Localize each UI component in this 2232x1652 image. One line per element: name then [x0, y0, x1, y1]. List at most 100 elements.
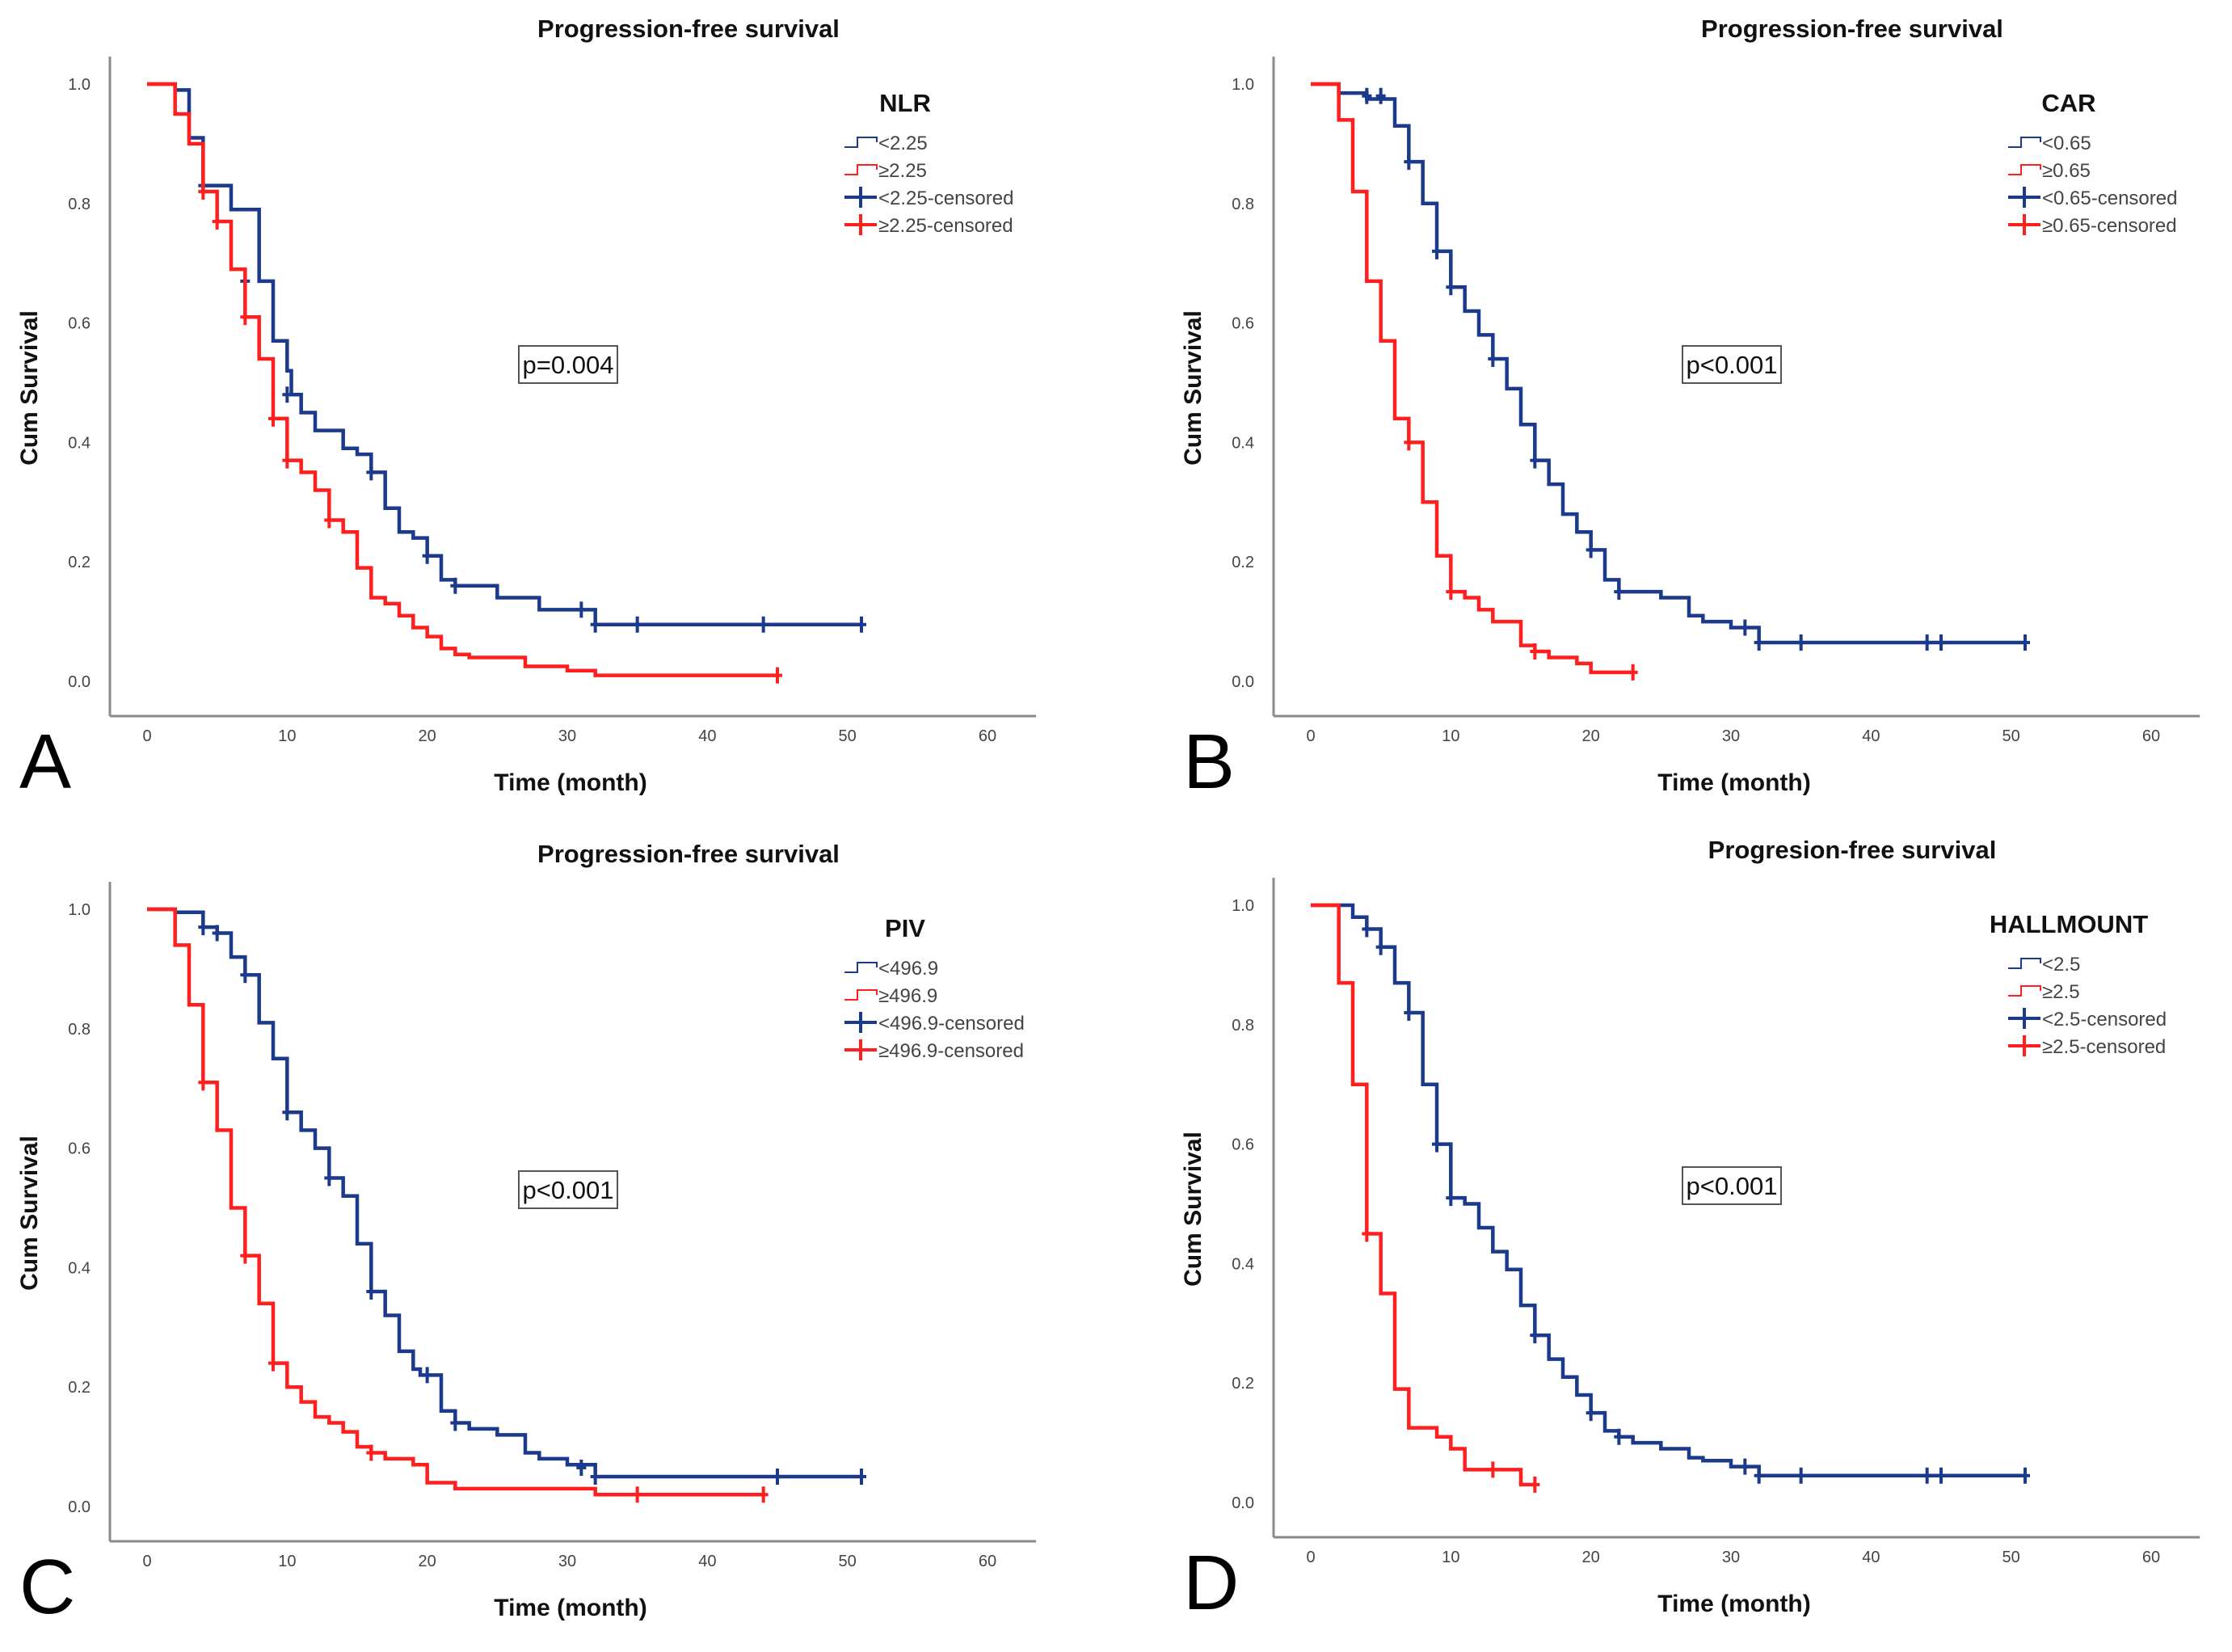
censor-mark — [1740, 619, 1750, 636]
p-value-box — [518, 345, 618, 384]
legend-step-icon — [2008, 137, 2041, 148]
censor-mark — [1446, 279, 1456, 296]
censor-mark — [1404, 434, 1414, 451]
chart-title: Progresion-free survival — [1708, 836, 1997, 864]
x-tick-label: 0 — [1306, 727, 1315, 745]
legend-step-icon — [2008, 164, 2041, 175]
x-tick-label: 60 — [2142, 727, 2160, 745]
censor-mark — [282, 452, 293, 469]
censor-mark — [632, 1486, 642, 1503]
censor-mark — [212, 925, 222, 942]
censor-mark — [1796, 1467, 1806, 1484]
panel-b: Progression-free survival 0 10 20 30 40 50 60 0.… — [1164, 0, 2232, 823]
censor-mark — [366, 1444, 377, 1461]
censor-mark — [268, 410, 278, 427]
x-tick-label: 0 — [142, 727, 151, 745]
legend-step-icon — [2008, 958, 2041, 969]
legend-title: PIV — [885, 914, 925, 942]
y-tick-label: 0.4 — [1232, 434, 1254, 452]
x-tick-label: 20 — [419, 1553, 436, 1570]
legend-censor-icon — [844, 1039, 877, 1060]
censor-mark — [1936, 634, 1946, 651]
x-tick-label: 50 — [839, 1553, 857, 1570]
survival-curve-low — [1311, 82, 2025, 645]
y-tick-label: 1.0 — [68, 901, 91, 919]
censor-mark — [2020, 634, 2030, 651]
censor-mark — [324, 512, 335, 529]
legend-item: ≥2.5 — [2042, 981, 2080, 1003]
censor-mark — [1375, 938, 1386, 955]
censor-mark — [1488, 1461, 1498, 1478]
survival-curve-high — [147, 907, 764, 1497]
legend-item: ≥0.65 — [2042, 160, 2091, 182]
censor-mark — [1614, 584, 1624, 601]
y-tick-label: 0.0 — [68, 673, 91, 691]
x-tick-label: 30 — [558, 1553, 576, 1570]
censor-mark — [282, 386, 293, 403]
y-tick-label: 1.0 — [1232, 76, 1254, 94]
x-axis-label: Time (month) — [494, 769, 646, 796]
censor-mark — [1404, 1005, 1414, 1022]
survival-curve-low — [147, 82, 861, 627]
y-axis-label: Cum Survival — [1180, 1132, 1207, 1287]
x-tick-label: 50 — [839, 727, 857, 745]
censor-mark — [1446, 1190, 1456, 1207]
p-value-box — [1682, 1166, 1782, 1205]
censor-mark — [198, 1074, 208, 1091]
panel-d: Progresion-free survival 0 10 20 30 40 50 60 0.0… — [1164, 821, 2232, 1644]
y-tick-label: 0.6 — [1232, 1136, 1254, 1154]
legend-item: <0.65 — [2042, 133, 2091, 154]
x-axis-label: Time (month) — [1657, 1591, 1810, 1617]
censor-mark — [450, 1414, 461, 1431]
legend-censor-icon — [844, 214, 877, 235]
y-tick-label: 1.0 — [1232, 897, 1254, 915]
censor-mark — [1586, 542, 1596, 558]
x-tick-label: 30 — [1722, 727, 1740, 745]
y-tick-label: 0.6 — [68, 1140, 91, 1158]
censor-mark — [1740, 1458, 1750, 1475]
survival-curve-high — [1311, 82, 1633, 675]
panel-c: Progression-free survival 0 10 20 30 40 50 60 0.… — [0, 825, 1116, 1648]
censor-mark — [1530, 1476, 1540, 1493]
legend-item: <2.25 — [878, 133, 928, 154]
p-value-text: p<0.001 — [1687, 351, 1778, 379]
censor-mark — [576, 601, 587, 618]
censor-mark — [1754, 1467, 1764, 1484]
p-value-annotation: p<0.001 — [1682, 1166, 1782, 1205]
legend-step-icon — [844, 962, 878, 973]
y-tick-label: 0.4 — [68, 434, 91, 452]
legend: NLR <2.25 ≥2.25 <2.25-censored ≥2.25-censore… — [844, 89, 1013, 237]
censor-mark — [240, 967, 251, 984]
censor-mark — [1446, 584, 1456, 601]
x-tick-label: 10 — [1442, 1549, 1459, 1566]
censor-mark — [212, 213, 222, 230]
legend-item: <0.65-censored — [2042, 188, 2177, 209]
legend-title: HALLMOUNT — [1990, 910, 2148, 938]
censor-mark — [1404, 154, 1414, 171]
km-chart: Progression-free survival 0 10 20 30 40 50 60 0.… — [16, 15, 1036, 805]
x-tick-label: 10 — [278, 1553, 296, 1570]
legend-step-icon — [844, 164, 878, 175]
y-axis-label: Cum Survival — [16, 1136, 43, 1291]
x-tick-label: 20 — [1582, 1549, 1600, 1566]
p-value-box — [1682, 345, 1782, 384]
censor-mark — [1375, 87, 1386, 104]
censor-mark — [422, 1367, 432, 1384]
legend-censor-icon — [2008, 1008, 2040, 1029]
x-tick-label: 50 — [2002, 727, 2020, 745]
censor-mark — [1754, 634, 1764, 651]
x-tick-label: 60 — [979, 727, 996, 745]
legend-item: <2.5 — [2042, 954, 2080, 976]
x-axis-label: Time (month) — [494, 1595, 646, 1621]
legend-step-icon — [844, 137, 878, 148]
censor-mark — [1362, 1225, 1372, 1242]
censor-mark — [576, 1459, 587, 1476]
legend-item: ≥2.5-censored — [2042, 1036, 2166, 1058]
y-tick-label: 0.2 — [68, 554, 91, 571]
x-axis-label: Time (month) — [1657, 769, 1810, 796]
y-tick-label: 0.6 — [68, 315, 91, 333]
legend-title: NLR — [879, 89, 931, 117]
y-tick-label: 0.8 — [68, 196, 91, 213]
p-value-annotation: p<0.001 — [1682, 345, 1782, 384]
legend-censor-icon — [2008, 214, 2040, 235]
